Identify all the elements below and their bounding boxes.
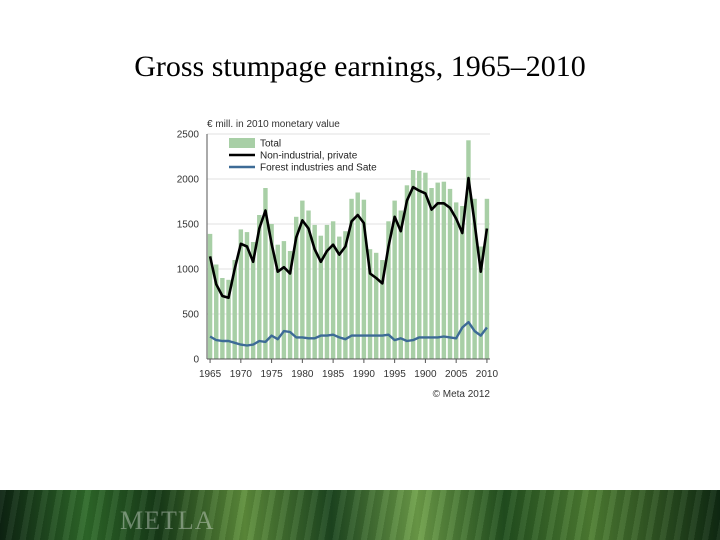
y-tick-label-2500: 2500 (177, 130, 200, 141)
line-series-forest-industries-state (209, 320, 488, 347)
bar-total-1973 (257, 215, 262, 359)
y-tick-label-1000: 1000 (177, 265, 200, 276)
y-tick-labels: 0 500 1000 1500 2000 2500 (177, 130, 200, 366)
bar-total-1967 (220, 278, 225, 359)
bar-total-1980 (300, 200, 305, 359)
bar-total-1969 (232, 260, 237, 359)
slide-title: Gross stumpage earnings, 1965–2010 (134, 50, 586, 83)
bar-total-1974 (263, 188, 268, 359)
bar-total-1983 (318, 235, 324, 359)
bar-total-1997 (404, 185, 410, 359)
footer-banner: METLA (0, 490, 720, 540)
bar-total-1991 (367, 249, 373, 359)
bar-total-1993 (380, 260, 385, 359)
bar-total-2004 (447, 188, 453, 359)
bar-total-1970 (238, 229, 244, 359)
bar-total-1986 (337, 236, 342, 359)
legend-label-1: Non-industrial, private (260, 151, 358, 162)
stumpage-earnings-chart: 0 500 1000 1500 2000 2500 1965 1970 1975 1980 198… (177, 119, 499, 400)
bar-total-1984 (324, 224, 330, 359)
footer-logo: METLA (120, 506, 215, 535)
x-tick-label-2005: 2005 (445, 369, 468, 380)
bar-total-1998 (410, 170, 416, 359)
bar-total-2009 (478, 246, 483, 359)
bar-total-1966 (214, 264, 219, 359)
legend-label-0: Total (260, 139, 281, 150)
x-tick-label-2010: 2010 (476, 369, 499, 380)
bar-total-1988 (349, 198, 354, 359)
bar-total-1978 (287, 251, 293, 359)
y-tick-label-0: 0 (193, 355, 199, 366)
bar-total-1990 (361, 199, 367, 359)
y-tick-label-2000: 2000 (177, 175, 200, 186)
bar-total-1972 (250, 242, 256, 359)
bar-total-1977 (281, 241, 287, 359)
series-lines (208, 176, 489, 347)
bar-total-1982 (312, 224, 317, 359)
bar-total-1992 (373, 252, 379, 359)
x-tick-label-1965: 1965 (199, 369, 222, 380)
bar-total-2005 (453, 202, 459, 359)
bar-total-1979 (293, 216, 299, 359)
y-tick-label-1500: 1500 (177, 220, 200, 231)
bar-total-1976 (275, 244, 280, 359)
bar-total-1965 (207, 233, 213, 359)
total-bars (207, 140, 490, 359)
legend-label-2: Forest industries and Sate (260, 163, 377, 174)
x-tick-label-1980: 1980 (291, 369, 314, 380)
bar-total-2003 (441, 181, 447, 359)
source-note: © Meta 2012 (433, 389, 491, 400)
bar-total-1975 (269, 224, 274, 359)
bar-total-1981 (306, 210, 311, 359)
bar-total-1971 (244, 232, 250, 359)
bar-total-1995 (392, 200, 397, 359)
x-tick-label-1985: 1985 (322, 369, 345, 380)
legend-swatch-total (229, 138, 255, 148)
bar-total-2010 (484, 198, 490, 359)
x-tick-label-1970: 1970 (230, 369, 253, 380)
bar-total-2001 (429, 188, 434, 359)
x-tick-label-1900: 1900 (414, 369, 437, 380)
bar-total-2000 (423, 172, 428, 359)
line-series-non-industrial-private (208, 176, 489, 300)
x-tick-label-1995: 1995 (384, 369, 407, 380)
bar-total-2002 (435, 182, 440, 359)
bar-total-1985 (330, 221, 336, 359)
bar-total-1996 (398, 210, 404, 359)
bar-total-1989 (355, 192, 360, 359)
bar-total-1987 (343, 231, 348, 359)
bar-total-1994 (386, 221, 391, 359)
y-tick-label-500: 500 (182, 310, 199, 321)
axes (206, 134, 490, 363)
bar-total-1999 (417, 170, 422, 359)
x-tick-labels: 1965 1970 1975 1980 1985 1990 1995 1900 2005 2010 (199, 369, 499, 380)
bar-total-2007 (466, 140, 471, 359)
bar-total-2008 (472, 198, 477, 359)
units-label: € mill. in 2010 monetary value (207, 119, 340, 130)
x-tick-label-1975: 1975 (260, 369, 283, 380)
bar-total-1968 (226, 279, 231, 359)
bar-total-2006 (460, 206, 465, 359)
x-tick-label-1990: 1990 (353, 369, 376, 380)
